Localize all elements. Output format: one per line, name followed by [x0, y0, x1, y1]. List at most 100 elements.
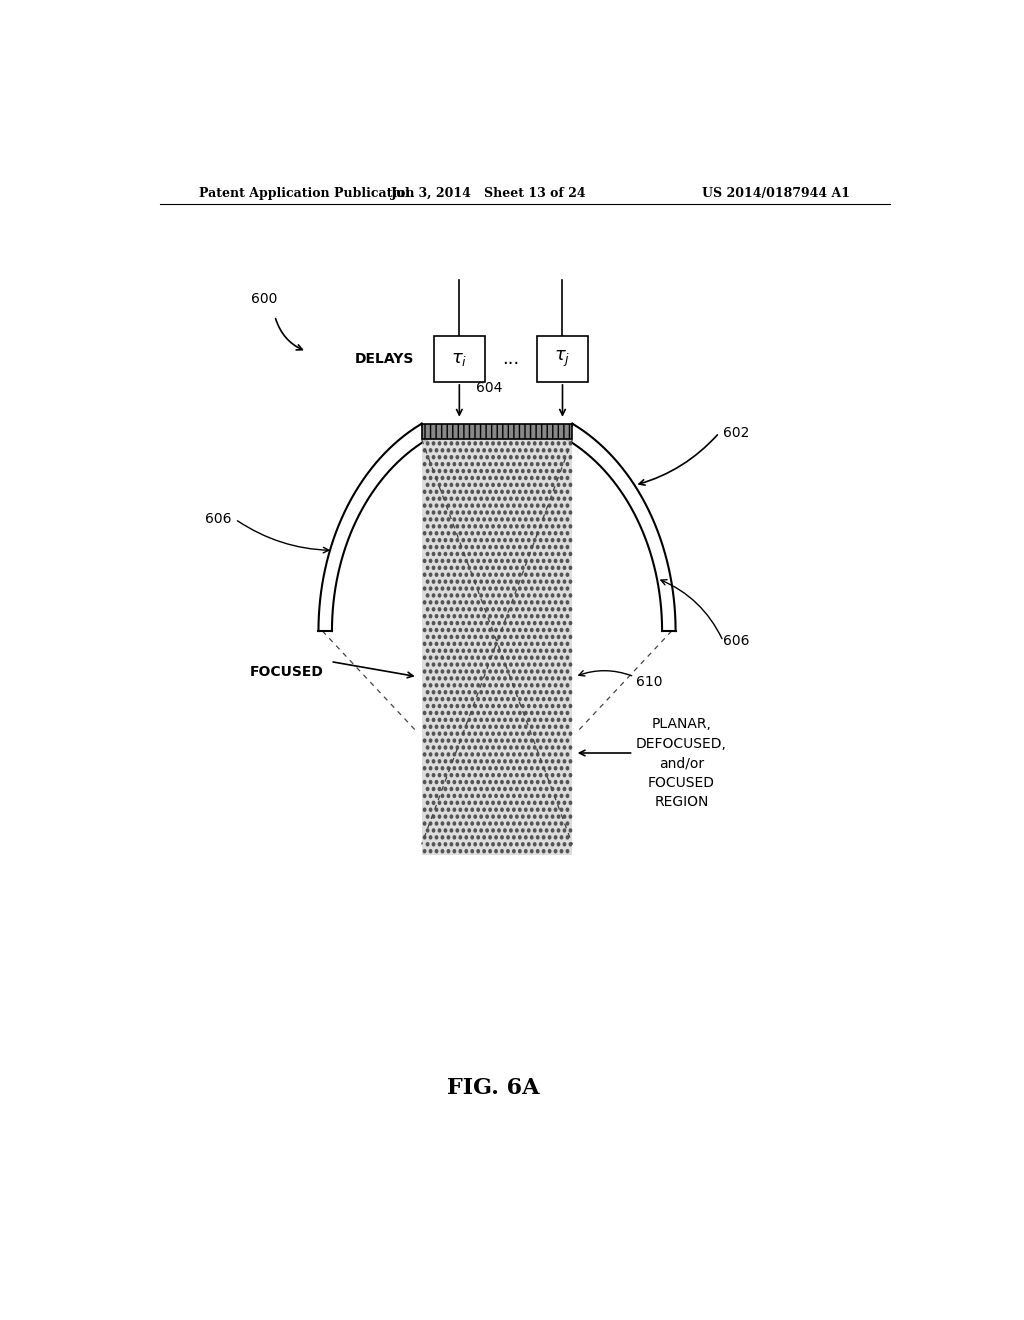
Circle shape	[557, 525, 560, 528]
Circle shape	[468, 511, 470, 513]
Circle shape	[451, 470, 453, 473]
Circle shape	[554, 711, 557, 714]
Circle shape	[521, 649, 524, 652]
Circle shape	[456, 690, 459, 694]
Circle shape	[566, 752, 568, 756]
Circle shape	[543, 780, 545, 784]
Circle shape	[438, 649, 440, 652]
Circle shape	[516, 746, 518, 748]
Circle shape	[501, 490, 503, 494]
Circle shape	[530, 656, 532, 659]
Circle shape	[518, 573, 521, 577]
Circle shape	[501, 628, 503, 631]
Circle shape	[429, 477, 432, 479]
Circle shape	[543, 671, 545, 673]
Circle shape	[426, 663, 429, 667]
Circle shape	[471, 560, 473, 562]
Circle shape	[423, 545, 426, 549]
Circle shape	[462, 455, 465, 459]
Circle shape	[513, 739, 515, 742]
Text: $\tau_j$: $\tau_j$	[554, 348, 570, 370]
Circle shape	[468, 746, 470, 748]
Circle shape	[456, 788, 459, 791]
Circle shape	[483, 725, 485, 729]
Circle shape	[501, 767, 503, 770]
Circle shape	[498, 649, 500, 652]
Circle shape	[504, 498, 506, 500]
Circle shape	[540, 579, 542, 583]
Circle shape	[459, 671, 462, 673]
Circle shape	[486, 607, 488, 611]
Circle shape	[569, 594, 571, 597]
Circle shape	[504, 539, 506, 541]
Circle shape	[454, 739, 456, 742]
Circle shape	[510, 594, 512, 597]
Circle shape	[540, 705, 542, 708]
Circle shape	[510, 842, 512, 846]
Circle shape	[471, 601, 473, 603]
Circle shape	[432, 635, 435, 639]
Circle shape	[530, 601, 532, 603]
Circle shape	[447, 490, 450, 494]
Circle shape	[510, 470, 512, 473]
Circle shape	[465, 615, 468, 618]
Circle shape	[518, 795, 521, 797]
Circle shape	[554, 684, 557, 686]
Circle shape	[447, 684, 450, 686]
Circle shape	[462, 594, 465, 597]
Circle shape	[454, 462, 456, 466]
Circle shape	[534, 483, 536, 486]
Circle shape	[492, 705, 495, 708]
Circle shape	[432, 566, 435, 569]
Circle shape	[444, 525, 446, 528]
Circle shape	[492, 607, 495, 611]
Circle shape	[551, 470, 554, 473]
Circle shape	[569, 470, 571, 473]
Circle shape	[504, 842, 506, 846]
Circle shape	[465, 587, 468, 590]
Circle shape	[557, 553, 560, 556]
Circle shape	[527, 539, 530, 541]
Circle shape	[534, 814, 536, 818]
Circle shape	[510, 525, 512, 528]
Circle shape	[486, 814, 488, 818]
Circle shape	[447, 628, 450, 631]
Circle shape	[435, 477, 437, 479]
Circle shape	[459, 449, 462, 451]
Circle shape	[498, 705, 500, 708]
Circle shape	[518, 601, 521, 603]
Circle shape	[530, 739, 532, 742]
Circle shape	[566, 671, 568, 673]
Circle shape	[569, 663, 571, 667]
Circle shape	[537, 836, 539, 840]
Circle shape	[510, 677, 512, 680]
Circle shape	[563, 733, 565, 735]
Circle shape	[516, 594, 518, 597]
Circle shape	[495, 449, 498, 451]
Circle shape	[549, 490, 551, 494]
Circle shape	[563, 788, 565, 791]
Circle shape	[488, 808, 492, 812]
Circle shape	[527, 705, 530, 708]
Circle shape	[510, 733, 512, 735]
Circle shape	[563, 579, 565, 583]
Circle shape	[521, 760, 524, 763]
Circle shape	[530, 684, 532, 686]
Circle shape	[504, 718, 506, 722]
Bar	[537, 337, 588, 381]
Circle shape	[447, 671, 450, 673]
Circle shape	[468, 607, 470, 611]
Circle shape	[441, 587, 443, 590]
Circle shape	[537, 462, 539, 466]
Circle shape	[566, 462, 568, 466]
Circle shape	[534, 498, 536, 500]
Circle shape	[513, 780, 515, 784]
Circle shape	[451, 788, 453, 791]
Circle shape	[518, 850, 521, 853]
Circle shape	[477, 601, 479, 603]
Circle shape	[569, 442, 571, 445]
Circle shape	[530, 767, 532, 770]
Circle shape	[471, 808, 473, 812]
Circle shape	[527, 788, 530, 791]
Circle shape	[563, 760, 565, 763]
